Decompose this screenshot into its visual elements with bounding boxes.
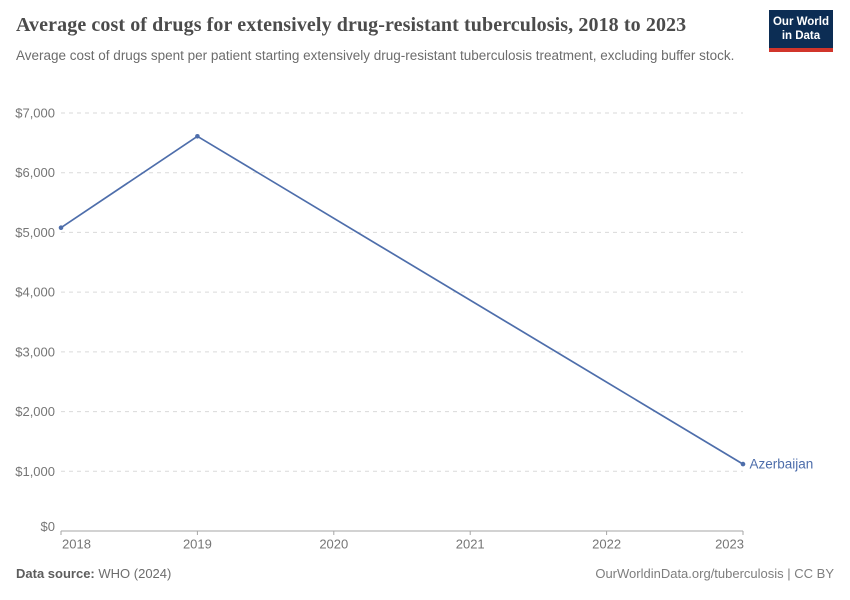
y-tick-label: $0 <box>41 519 55 534</box>
y-tick-label: $1,000 <box>15 464 55 479</box>
data-source: Data source: WHO (2024) <box>16 566 171 581</box>
owid-logo-line1: Our World <box>772 15 829 28</box>
y-tick-label: $3,000 <box>15 344 55 359</box>
chart-title: Average cost of drugs for extensively dr… <box>16 14 687 36</box>
y-tick-label: $2,000 <box>15 404 55 419</box>
x-tick-label: 2021 <box>456 537 485 552</box>
data-point[interactable] <box>58 225 64 230</box>
owid-logo[interactable]: Our World in Data <box>769 10 833 52</box>
x-tick-label: 2018 <box>62 537 91 552</box>
y-tick-label: $7,000 <box>15 106 55 121</box>
series-line-azerbaijan[interactable] <box>60 135 744 465</box>
y-tick-label: $4,000 <box>15 285 55 300</box>
x-tick-label: 2023 <box>715 537 744 552</box>
owid-link[interactable]: OurWorldinData.org/tuberculosis | CC BY <box>595 566 834 581</box>
series-label-azerbaijan[interactable]: Azerbaijan <box>750 457 814 472</box>
x-tick-label: 2019 <box>183 537 212 552</box>
data-point[interactable] <box>740 461 746 467</box>
x-tick-label: 2022 <box>592 537 621 552</box>
owid-logo-line2: in Data <box>781 30 821 42</box>
x-tick-label: 2020 <box>319 537 348 552</box>
y-tick-label: $5,000 <box>15 225 55 240</box>
chart-subtitle: Average cost of drugs spent per patient … <box>16 48 735 64</box>
chart-footer: Data source: WHO (2024) OurWorldinData.o… <box>16 566 834 581</box>
y-tick-label: $6,000 <box>15 165 55 180</box>
data-point[interactable] <box>195 134 200 139</box>
chart-header: Average cost of drugs for extensively dr… <box>16 12 750 66</box>
owid-logo-text: Our World in Data <box>773 15 829 43</box>
data-source-value: WHO (2024) <box>98 566 172 581</box>
data-source-label: Data source: <box>16 566 95 581</box>
